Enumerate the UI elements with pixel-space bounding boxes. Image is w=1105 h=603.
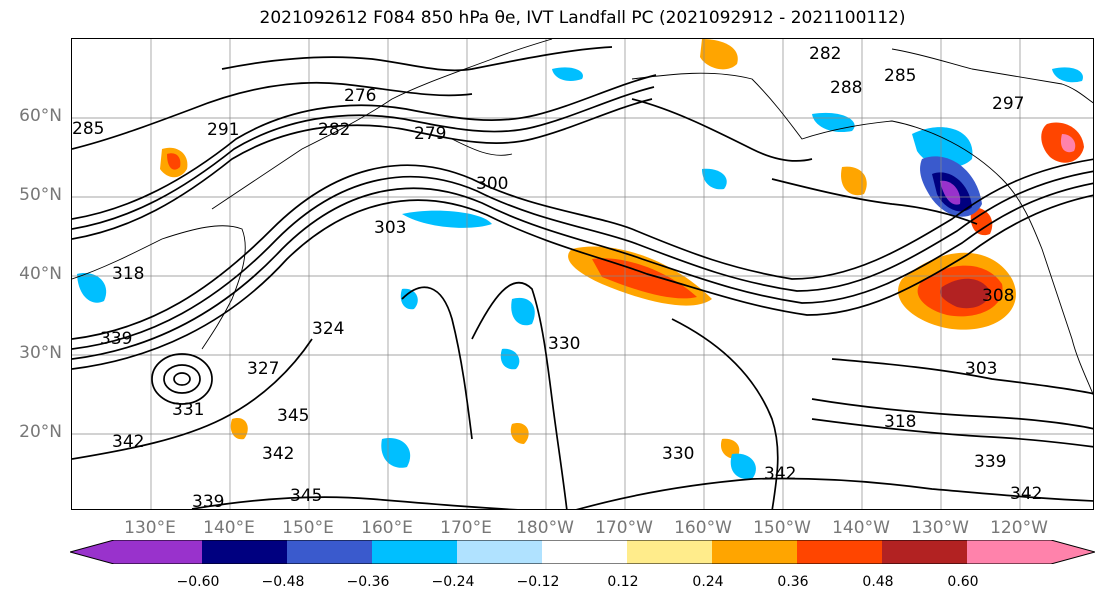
contour-label: 288 bbox=[830, 78, 862, 98]
contour-label: 339 bbox=[192, 492, 224, 510]
lat-label-50n: 50°N bbox=[19, 185, 62, 205]
colorbar-segment bbox=[287, 540, 372, 564]
contours bbox=[72, 46, 1093, 509]
contour-label: 276 bbox=[344, 86, 376, 106]
lat-label-20n: 20°N bbox=[19, 422, 62, 442]
lat-label-40n: 40°N bbox=[19, 264, 62, 284]
contour-label: 279 bbox=[414, 124, 446, 144]
colorbar-segment bbox=[712, 540, 797, 564]
colorbar-segment bbox=[70, 540, 202, 564]
colorbar-tick: 0.12 bbox=[607, 574, 639, 590]
contour-label: 308 bbox=[982, 286, 1014, 306]
colorbar-tick: 0.24 bbox=[692, 574, 724, 590]
contour-label: 327 bbox=[247, 359, 279, 379]
contour-label: 324 bbox=[312, 319, 344, 339]
contour-label: 282 bbox=[809, 44, 841, 64]
lon-label-170e: 170°E bbox=[440, 518, 492, 538]
colorbar-tick: −0.24 bbox=[431, 574, 475, 590]
colorbar-segment bbox=[882, 540, 967, 564]
lon-label-140e: 140°E bbox=[203, 518, 255, 538]
map-canvas: 282 276 279 288 285 297 285 291 282 300 … bbox=[72, 39, 1093, 510]
lat-label-60n: 60°N bbox=[19, 106, 62, 126]
contour-label: 345 bbox=[277, 406, 309, 426]
contour-label: 339 bbox=[974, 452, 1006, 472]
contour-label: 318 bbox=[112, 264, 144, 284]
contour-label: 285 bbox=[72, 119, 104, 139]
contour-label: 303 bbox=[965, 359, 997, 379]
contour-label: 303 bbox=[374, 218, 406, 238]
contour-label: 291 bbox=[207, 120, 239, 140]
colorbar-segment bbox=[627, 540, 712, 564]
colorbar-segment bbox=[797, 540, 882, 564]
contour-label: 342 bbox=[262, 444, 294, 464]
lon-label-150w: 150°W bbox=[753, 518, 811, 538]
contour-label: 330 bbox=[662, 444, 694, 464]
colorbar-tick: −0.60 bbox=[176, 574, 220, 590]
colorbar-tick: −0.48 bbox=[261, 574, 305, 590]
colorbar-segment bbox=[372, 540, 457, 564]
contour-label: 300 bbox=[476, 174, 508, 194]
lon-label-150e: 150°E bbox=[282, 518, 334, 538]
colorbar-segments bbox=[70, 540, 1095, 564]
lon-label-130w: 130°W bbox=[911, 518, 969, 538]
coastlines bbox=[72, 39, 1093, 396]
contour-label: 285 bbox=[884, 66, 916, 86]
contour-label: 282 bbox=[318, 120, 350, 140]
contour-label: 342 bbox=[764, 464, 796, 484]
lon-label-160w: 160°W bbox=[674, 518, 732, 538]
colorbar bbox=[70, 540, 1095, 564]
lon-label-160e: 160°E bbox=[361, 518, 413, 538]
colorbar-tick: −0.36 bbox=[346, 574, 390, 590]
contour-label: 331 bbox=[172, 400, 204, 420]
shading-negative bbox=[77, 67, 1083, 480]
colorbar-tick: 0.60 bbox=[947, 574, 979, 590]
lon-label-140w: 140°W bbox=[832, 518, 890, 538]
figure-title: 2021092612 F084 850 hPa θe, IVT Landfall… bbox=[259, 8, 906, 28]
contour-label: 339 bbox=[100, 329, 132, 349]
contour-label: 297 bbox=[992, 94, 1024, 114]
lon-label-180w: 180°W bbox=[516, 518, 574, 538]
colorbar-segment bbox=[202, 540, 287, 564]
colorbar-segment bbox=[542, 540, 627, 564]
lon-label-130e: 130°E bbox=[124, 518, 176, 538]
lon-label-120w: 120°W bbox=[990, 518, 1048, 538]
contour-label: 342 bbox=[1010, 484, 1042, 504]
lat-label-30n: 30°N bbox=[19, 343, 62, 363]
colorbar-tick: −0.12 bbox=[516, 574, 560, 590]
colorbar-tick: 0.48 bbox=[862, 574, 894, 590]
contour-label: 345 bbox=[290, 486, 322, 506]
title-area: 2021092612 F084 850 hPa θe, IVT Landfall… bbox=[0, 0, 1105, 36]
contour-label: 342 bbox=[112, 432, 144, 452]
colorbar-tick: 0.36 bbox=[777, 574, 809, 590]
colorbar-segment bbox=[457, 540, 542, 564]
colorbar-segment bbox=[967, 540, 1095, 564]
map-panel: 282 276 279 288 285 297 285 291 282 300 … bbox=[71, 38, 1094, 510]
graticule bbox=[72, 39, 1093, 509]
contour-label: 318 bbox=[884, 412, 916, 432]
contour-label: 330 bbox=[548, 334, 580, 354]
lon-label-170w: 170°W bbox=[595, 518, 653, 538]
